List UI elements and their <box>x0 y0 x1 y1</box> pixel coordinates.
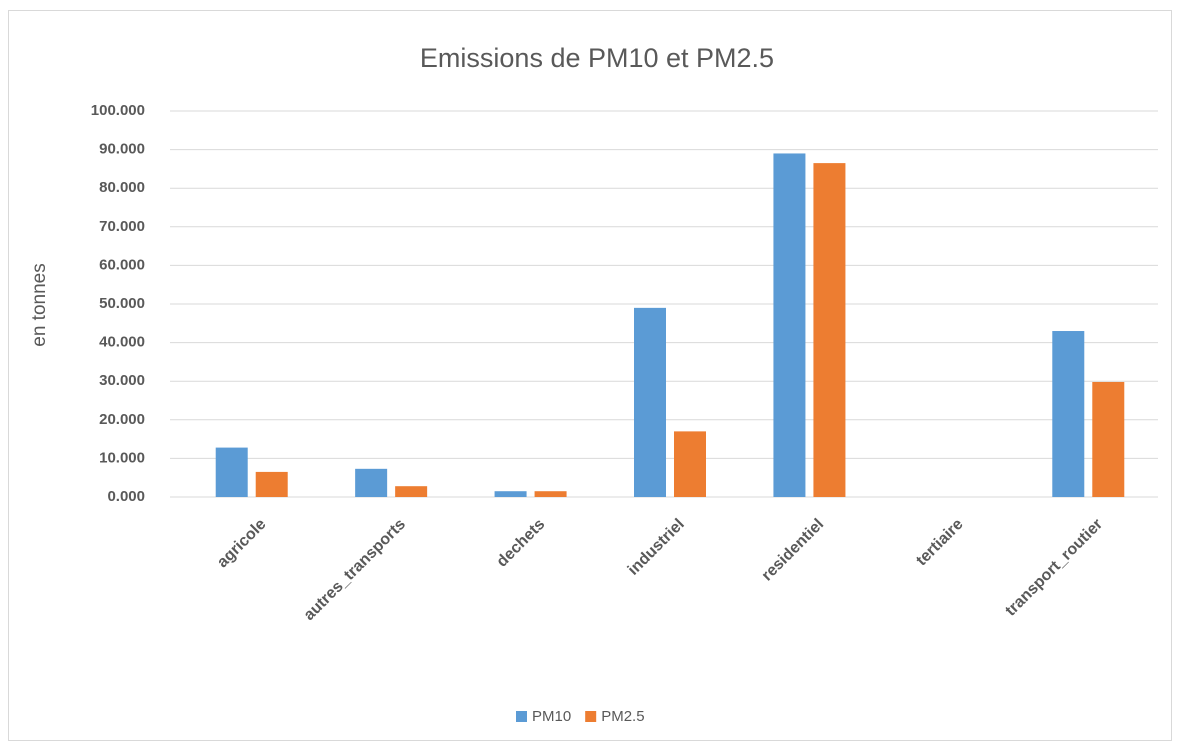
bar <box>255 471 288 497</box>
y-tick-label: 60.000 <box>99 256 145 273</box>
y-tick-label: 10.000 <box>99 449 145 466</box>
bar <box>395 486 428 497</box>
bar <box>215 447 248 497</box>
y-tick-label: 40.000 <box>99 334 145 351</box>
bar <box>674 431 706 497</box>
legend-swatch <box>516 711 527 722</box>
y-tick-label: 20.000 <box>99 411 145 428</box>
y-tick-label: 90.000 <box>99 141 145 158</box>
y-tick-label: 80.000 <box>99 179 145 196</box>
bar <box>1052 331 1085 497</box>
bar <box>494 491 527 497</box>
chart-border <box>8 10 1172 741</box>
bar <box>1092 381 1125 497</box>
y-tick-label: 100.000 <box>91 102 145 119</box>
bar <box>773 153 806 497</box>
y-tick-label: 50.000 <box>99 295 145 312</box>
y-axis-label: en tonnes <box>29 263 50 346</box>
bar <box>634 307 666 497</box>
y-tick-label: 30.000 <box>99 372 145 389</box>
legend-label: PM10 <box>532 708 571 725</box>
bar <box>534 491 567 497</box>
bar <box>813 163 846 498</box>
y-tick-label: 70.000 <box>99 218 145 235</box>
legend-label: PM2.5 <box>601 708 644 725</box>
legend-swatch <box>585 711 597 722</box>
bar <box>355 468 388 497</box>
chart-title: Emissions de PM10 et PM2.5 <box>420 43 774 73</box>
y-tick-label: 0.000 <box>107 488 145 505</box>
